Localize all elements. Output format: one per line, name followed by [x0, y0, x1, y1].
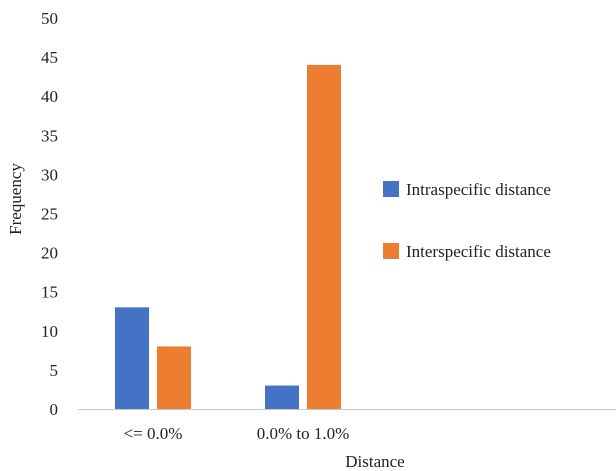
- y-tick-label: 30: [41, 165, 58, 184]
- bar-interspecific-1: [307, 64, 341, 410]
- y-axis-ticks: 0 5 10 15 20 25 30 35 40 45 50: [41, 9, 58, 419]
- x-tick-label: <= 0.0%: [124, 424, 183, 443]
- bar-intraspecific-1: [265, 385, 299, 409]
- y-tick-label: 40: [41, 87, 58, 106]
- legend-label: Intraspecific distance: [406, 180, 551, 199]
- x-axis-ticks: <= 0.0% 0.0% to 1.0%: [124, 424, 350, 443]
- y-tick-label: 10: [41, 322, 58, 341]
- legend-swatch: [383, 181, 399, 197]
- x-axis-title: Distance: [345, 452, 404, 471]
- y-tick-label: 20: [41, 244, 58, 263]
- x-tick-label: 0.0% to 1.0%: [257, 424, 350, 443]
- y-tick-label: 0: [50, 400, 59, 419]
- bars: [115, 64, 341, 410]
- y-tick-label: 15: [41, 283, 58, 302]
- legend-swatch: [383, 243, 399, 259]
- y-tick-label: 5: [50, 361, 59, 380]
- y-tick-label: 50: [41, 9, 58, 28]
- y-axis-title: Frequency: [6, 163, 25, 235]
- legend-label: Interspecific distance: [406, 242, 551, 261]
- bar-interspecific-0: [157, 346, 191, 409]
- bar-intraspecific-0: [115, 307, 149, 409]
- y-tick-label: 45: [41, 48, 58, 67]
- y-tick-label: 35: [41, 126, 58, 145]
- legend: Intraspecific distance Interspecific dist…: [383, 180, 551, 261]
- y-tick-label: 25: [41, 205, 58, 224]
